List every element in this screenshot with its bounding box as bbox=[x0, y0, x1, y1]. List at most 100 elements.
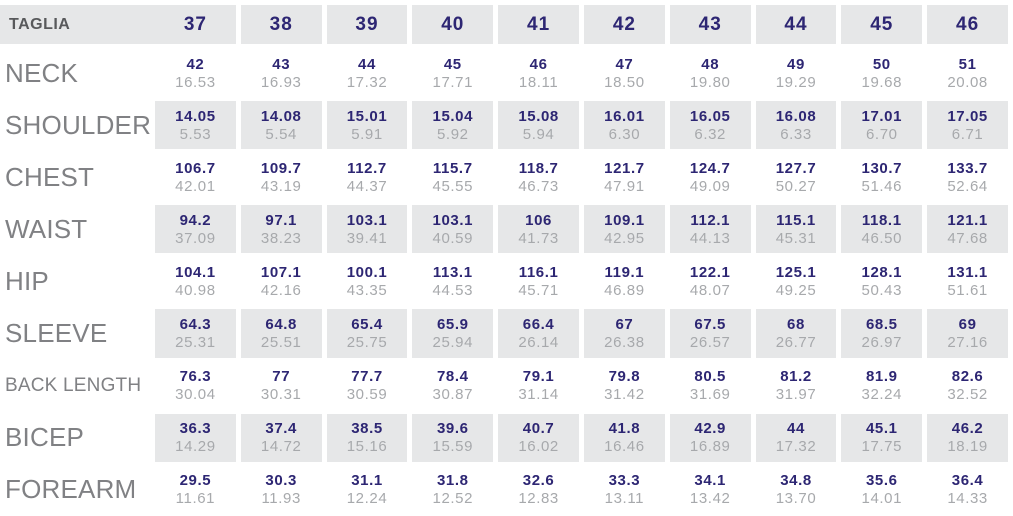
measurement-cell: 15.04 5.92 bbox=[412, 101, 494, 150]
row-label: FOREARM bbox=[5, 474, 137, 505]
value-inches: 15.16 bbox=[346, 438, 388, 456]
value-cm: 77 bbox=[272, 368, 291, 386]
measurement-cell: 106 41.73 bbox=[498, 205, 579, 254]
value-inches: 43.19 bbox=[260, 177, 302, 195]
measurement-row-waist: WAIST 94.2 37.09 97.1 38.23 103.1 39.41 103.1 40… bbox=[0, 203, 1013, 255]
measurement-cell: 66.4 26.14 bbox=[498, 309, 579, 358]
value-inches: 6.30 bbox=[608, 125, 641, 143]
measurement-cell: 80.5 31.69 bbox=[670, 362, 751, 410]
value-cm: 15.08 bbox=[518, 107, 559, 125]
size-header-row: TAGLIA 37 38 39 40 41 42 43 44 45 46 bbox=[0, 5, 1013, 44]
value-inches: 26.14 bbox=[518, 334, 559, 352]
value-inches: 43.35 bbox=[346, 281, 388, 299]
measurement-cell: 122.1 48.07 bbox=[670, 257, 751, 305]
value-inches: 17.75 bbox=[861, 438, 903, 456]
value-inches: 40.59 bbox=[432, 229, 474, 247]
value-cm: 47 bbox=[615, 55, 634, 73]
taglia-header-label: TAGLIA bbox=[0, 5, 155, 44]
size-column-header: 37 bbox=[155, 5, 236, 44]
measurement-cell: 42.9 16.89 bbox=[669, 413, 751, 462]
value-inches: 45.71 bbox=[518, 281, 559, 299]
value-cm: 131.1 bbox=[947, 263, 988, 281]
value-cm: 69 bbox=[958, 316, 977, 334]
measurement-cell: 41.8 16.46 bbox=[584, 413, 665, 462]
row-label: BICEP bbox=[5, 422, 85, 453]
value-cm: 14.08 bbox=[260, 107, 302, 125]
value-cm: 68 bbox=[787, 316, 805, 334]
value-inches: 42.95 bbox=[604, 229, 645, 247]
measurement-cell: 50 19.68 bbox=[841, 49, 922, 97]
measurement-cell: 67.5 26.57 bbox=[669, 309, 751, 358]
measurement-cell: 36.3 14.29 bbox=[155, 413, 236, 462]
value-cm: 42 bbox=[186, 55, 205, 73]
measurement-cell: 31.8 12.52 bbox=[412, 466, 493, 514]
measurement-cell: 64.8 25.51 bbox=[240, 309, 322, 358]
value-inches: 44.53 bbox=[432, 281, 474, 299]
value-inches: 31.14 bbox=[518, 386, 559, 404]
value-inches: 47.68 bbox=[947, 229, 988, 247]
value-cm: 48 bbox=[701, 55, 720, 73]
value-inches: 30.59 bbox=[346, 386, 388, 404]
value-inches: 17.71 bbox=[432, 73, 474, 91]
value-inches: 42.01 bbox=[175, 177, 216, 195]
measurement-cell: 79.1 31.14 bbox=[498, 362, 579, 410]
value-cm: 79.1 bbox=[522, 368, 555, 386]
value-inches: 20.08 bbox=[947, 73, 988, 91]
value-inches: 25.31 bbox=[175, 334, 216, 352]
value-inches: 46.50 bbox=[861, 229, 903, 247]
measurement-cell: 106.7 42.01 bbox=[155, 153, 236, 201]
measurement-cell: 115.1 45.31 bbox=[755, 205, 837, 254]
value-cm: 112.7 bbox=[347, 159, 387, 177]
measurement-cell: 109.1 42.95 bbox=[584, 205, 665, 254]
value-inches: 14.72 bbox=[260, 438, 302, 456]
measurement-row-hip: HIP 104.1 40.98 107.1 42.16 100.1 43.35 113.1 44… bbox=[0, 255, 1013, 307]
measurement-cell: 128.1 50.43 bbox=[841, 257, 922, 305]
value-inches: 5.54 bbox=[265, 125, 297, 143]
value-cm: 116.1 bbox=[518, 263, 559, 281]
value-cm: 64.3 bbox=[179, 316, 212, 334]
size-column-header: 46 bbox=[927, 5, 1008, 44]
value-inches: 15.59 bbox=[432, 438, 474, 456]
value-cm: 118.1 bbox=[861, 211, 902, 229]
value-inches: 5.53 bbox=[179, 125, 212, 143]
value-inches: 30.31 bbox=[260, 386, 302, 404]
value-inches: 6.32 bbox=[694, 125, 726, 143]
value-inches: 30.87 bbox=[432, 386, 474, 404]
value-inches: 38.23 bbox=[260, 229, 302, 247]
value-cm: 125.1 bbox=[775, 263, 817, 281]
row-label: SHOULDER bbox=[5, 109, 152, 140]
measurement-cell: 79.8 31.42 bbox=[584, 362, 665, 410]
value-inches: 18.50 bbox=[604, 73, 645, 91]
measurement-cell: 78.4 30.87 bbox=[412, 362, 493, 410]
value-cm: 128.1 bbox=[861, 263, 903, 281]
value-cm: 97.1 bbox=[265, 211, 297, 229]
value-inches: 12.24 bbox=[346, 490, 388, 508]
value-cm: 68.5 bbox=[865, 316, 898, 334]
value-inches: 26.38 bbox=[604, 334, 645, 352]
measurement-cell: 97.1 38.23 bbox=[240, 205, 322, 254]
value-inches: 26.57 bbox=[689, 334, 731, 352]
value-inches: 13.11 bbox=[604, 490, 645, 508]
measurement-cell: 51 20.08 bbox=[927, 49, 1008, 97]
measurement-cell: 68.5 26.97 bbox=[841, 309, 923, 358]
measurement-cell: 49 19.29 bbox=[756, 49, 837, 97]
value-cm: 15.04 bbox=[432, 107, 474, 125]
measurement-cell: 35.6 14.01 bbox=[841, 466, 922, 514]
value-cm: 14.05 bbox=[175, 107, 216, 125]
measurement-cell: 119.1 46.89 bbox=[584, 257, 665, 305]
value-inches: 49.09 bbox=[689, 177, 731, 195]
measurement-cell: 44 17.32 bbox=[327, 49, 408, 97]
value-inches: 25.75 bbox=[346, 334, 388, 352]
value-inches: 19.29 bbox=[775, 73, 817, 91]
size-column-header: 38 bbox=[240, 5, 322, 44]
value-inches: 51.61 bbox=[947, 281, 988, 299]
measurement-cell: 133.7 52.64 bbox=[927, 153, 1008, 201]
measurement-cell: 118.7 46.73 bbox=[498, 153, 579, 201]
value-cm: 17.05 bbox=[947, 107, 988, 125]
measurement-cell: 113.1 44.53 bbox=[412, 257, 493, 305]
size-column-header: 40 bbox=[412, 5, 494, 44]
measurement-cell: 65.4 25.75 bbox=[326, 309, 408, 358]
measurement-cell: 64.3 25.31 bbox=[155, 309, 236, 358]
measurement-cell: 94.2 37.09 bbox=[155, 205, 236, 254]
value-cm: 30.3 bbox=[265, 472, 297, 490]
